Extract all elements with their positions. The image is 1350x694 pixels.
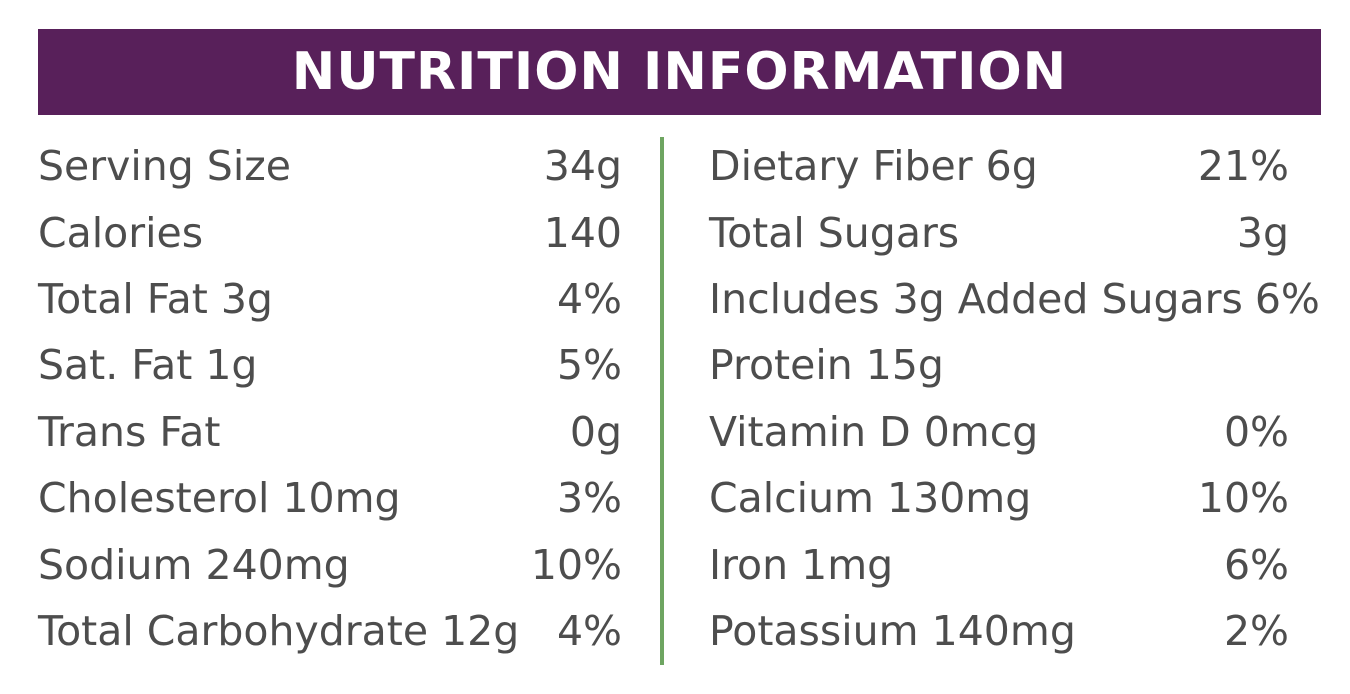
nutrient-label: Protein 15g [709,341,944,390]
nutrient-row-total-fat: Total Fat 3g 4% [38,266,622,332]
nutrient-label: Sodium 240mg [38,540,350,589]
nutrient-value: 4% [556,606,622,655]
nutrition-columns: Serving Size 34g Calories 140 Total Fat … [38,115,1321,675]
nutrient-value: 2% [1223,606,1289,655]
nutrient-row-trans-fat: Trans Fat 0g [38,399,622,465]
nutrient-row-calcium: Calcium 130mg 10% [709,465,1303,531]
nutrient-label: Iron 1mg [709,540,894,589]
nutrient-label: Total Sugars [709,208,960,257]
nutrient-row-total-sugars: Total Sugars 3g [709,199,1303,265]
nutrient-label: Sat. Fat 1g [38,341,258,390]
nutrient-value: 6% [1223,540,1289,589]
nutrient-row-iron: Iron 1mg 6% [709,531,1303,597]
nutrient-value: 4% [556,274,622,323]
nutrient-label: Serving Size [38,142,291,191]
nutrient-row-total-carbohydrate: Total Carbohydrate 12g 4% [38,598,622,664]
nutrient-row-potassium: Potassium 140mg 2% [709,598,1303,664]
nutrient-value: 0g [569,407,622,456]
nutrient-label: Total Fat 3g [38,274,273,323]
nutrient-value: 10% [1197,474,1289,523]
nutrient-row-added-sugars: Includes 3g Added Sugars 6% [709,266,1320,332]
nutrient-label: Vitamin D 0mcg [709,407,1039,456]
left-column: Serving Size 34g Calories 140 Total Fat … [38,133,622,664]
nutrient-row-calories: Calories 140 [38,199,622,265]
nutrient-value: 140 [543,208,622,257]
nutrient-value: 10% [530,540,622,589]
column-divider [660,137,664,665]
nutrient-value: 3g [1236,208,1289,257]
nutrient-value: 3% [556,474,622,523]
right-column: Dietary Fiber 6g 21% Total Sugars 3g Inc… [709,133,1320,664]
nutrient-label: Calories [38,208,204,257]
nutrient-value: 34g [543,142,622,191]
nutrient-value: 0% [1223,407,1289,456]
nutrient-row-protein: Protein 15g [709,332,1303,398]
nutrient-value: 21% [1197,142,1289,191]
nutrient-label: Trans Fat [38,407,221,456]
nutrient-row-dietary-fiber: Dietary Fiber 6g 21% [709,133,1303,199]
nutrient-value: 5% [556,341,622,390]
nutrient-label: Potassium 140mg [709,606,1076,655]
nutrient-label: Cholesterol 10mg [38,474,401,523]
nutrient-row-serving-size: Serving Size 34g [38,133,622,199]
nutrient-row-vitamin-d: Vitamin D 0mcg 0% [709,399,1303,465]
nutrition-title: NUTRITION INFORMATION [291,42,1068,102]
nutrient-label: Total Carbohydrate 12g [38,606,520,655]
nutrition-panel: NUTRITION INFORMATION Serving Size 34g C… [38,29,1321,675]
nutrient-label: Dietary Fiber 6g [709,142,1038,191]
nutrient-label: Calcium 130mg [709,474,1032,523]
nutrient-row-sat-fat: Sat. Fat 1g 5% [38,332,622,398]
nutrition-header: NUTRITION INFORMATION [38,29,1321,115]
nutrient-row-sodium: Sodium 240mg 10% [38,531,622,597]
nutrient-value: 6% [1254,274,1320,323]
nutrient-label: Includes 3g Added Sugars [709,274,1243,323]
nutrient-row-cholesterol: Cholesterol 10mg 3% [38,465,622,531]
